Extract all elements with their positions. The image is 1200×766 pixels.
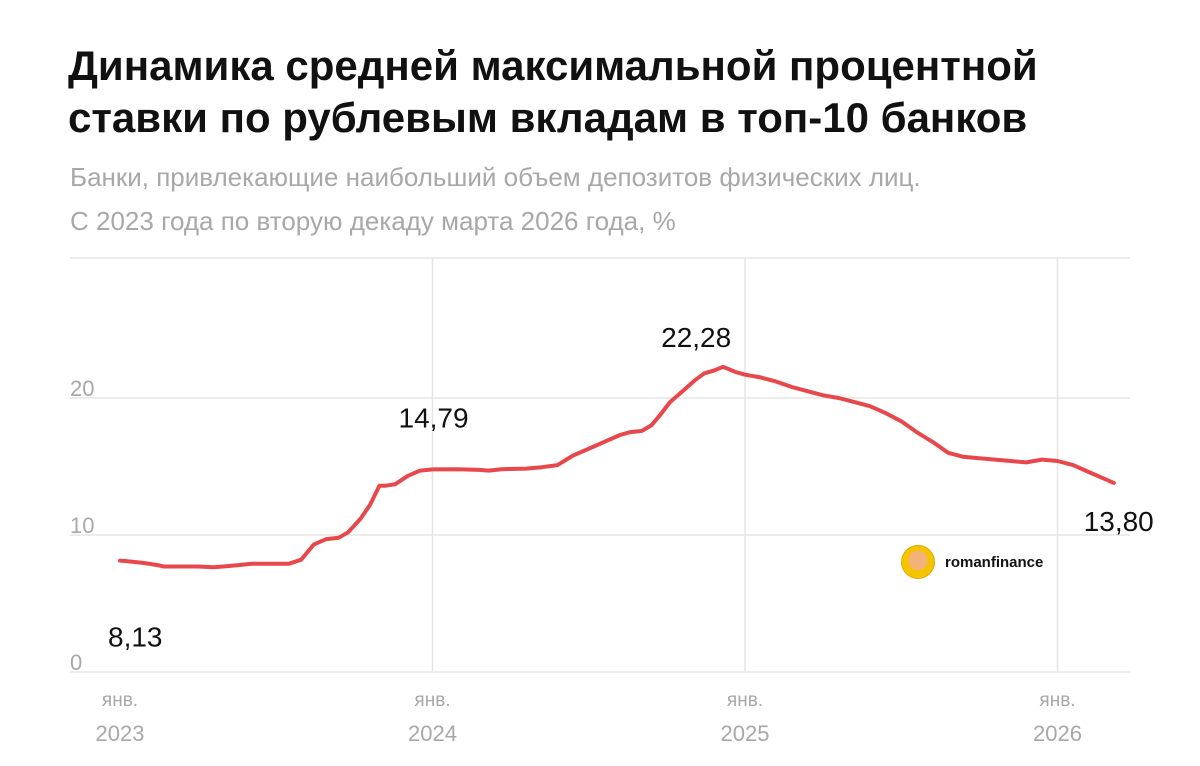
chart-subtitle-line-1: Банки, привлекающие наибольший объем деп… <box>70 162 921 192</box>
data-label: 13,80 <box>1084 506 1154 537</box>
y-tick-label: 0 <box>70 650 82 675</box>
data-label: 8,13 <box>108 622 163 653</box>
x-tick-year-label: 2025 <box>721 721 770 746</box>
y-tick-label: 20 <box>70 376 94 401</box>
watermark-badge: romanfinance <box>901 544 1048 580</box>
chart-title: Динамика средней максимальной процентной… <box>68 40 1168 144</box>
x-tick-year-label: 2024 <box>408 721 457 746</box>
x-tick-year-label: 2023 <box>96 721 145 746</box>
chart-subtitle-line-2: С 2023 года по вторую декаду марта 2026 … <box>70 206 676 236</box>
x-tick-year-label: 2026 <box>1033 721 1082 746</box>
data-label: 22,28 <box>661 322 731 353</box>
x-tick-month-label: янв. <box>1039 690 1075 711</box>
chart-title-line-2: ставки по рублевым вкладам в топ-10 банк… <box>68 94 1028 141</box>
avatar-icon <box>901 545 935 579</box>
data-label: 14,79 <box>399 402 469 433</box>
y-tick-label: 10 <box>70 513 94 538</box>
x-tick-month-label: янв. <box>727 690 763 711</box>
watermark-text: romanfinance <box>941 551 1048 573</box>
x-tick-month-label: янв. <box>414 690 450 711</box>
x-tick-month-label: янв. <box>102 690 138 711</box>
chart-subtitle: Банки, привлекающие наибольший объем деп… <box>70 155 1170 243</box>
chart-title-line-1: Динамика средней максимальной процентной <box>68 42 1038 89</box>
series-line-0 <box>118 364 1116 570</box>
